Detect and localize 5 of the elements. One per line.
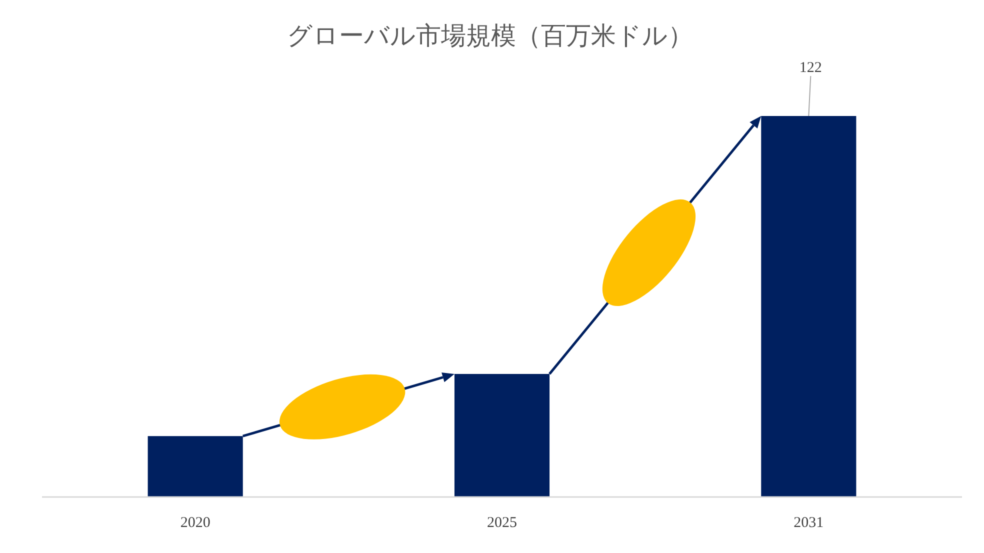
data-label: 122 <box>799 60 822 76</box>
x-tick-label: 2020 <box>180 515 210 531</box>
chart-title: グローバル市場規模（百万米ドル） <box>287 22 693 50</box>
x-tick-label: 2031 <box>794 515 824 531</box>
x-tick-label: 2025 <box>487 515 517 531</box>
